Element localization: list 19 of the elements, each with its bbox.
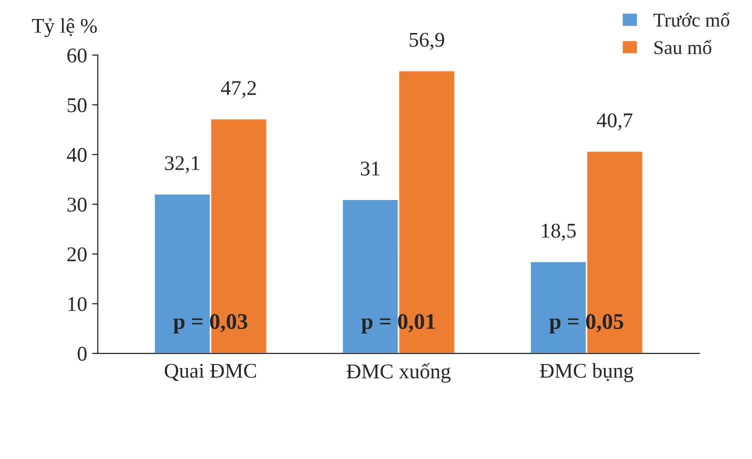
- data-label: 56,9: [410, 32, 444, 50]
- x-tick-label: ĐMC xuống: [346, 363, 451, 383]
- y-tick-label: 40: [66, 148, 87, 162]
- y-tick-label: 20: [67, 247, 87, 262]
- data-label: 32,1: [165, 156, 200, 174]
- y-tick-label: 60: [67, 48, 87, 63]
- data-label: 18,5: [542, 224, 576, 241]
- y-tick-label: 10: [68, 297, 87, 312]
- x-tick-label: Quai ĐMC: [164, 364, 256, 381]
- data-label: 31: [360, 162, 380, 176]
- y-tick-label: 30: [68, 198, 87, 212]
- y-tick-label: 50: [68, 98, 87, 112]
- y-tick-label: 0: [78, 346, 87, 361]
- data-label: 47,2: [220, 81, 256, 98]
- data-label: 40,7: [596, 113, 632, 130]
- y-axis-title: Tỷ lệ %: [32, 18, 97, 38]
- x-tick-label: ĐMC bụng: [540, 363, 634, 382]
- legend-label: Sau mổ: [654, 40, 712, 54]
- legend-label: Trước mổ: [654, 12, 730, 27]
